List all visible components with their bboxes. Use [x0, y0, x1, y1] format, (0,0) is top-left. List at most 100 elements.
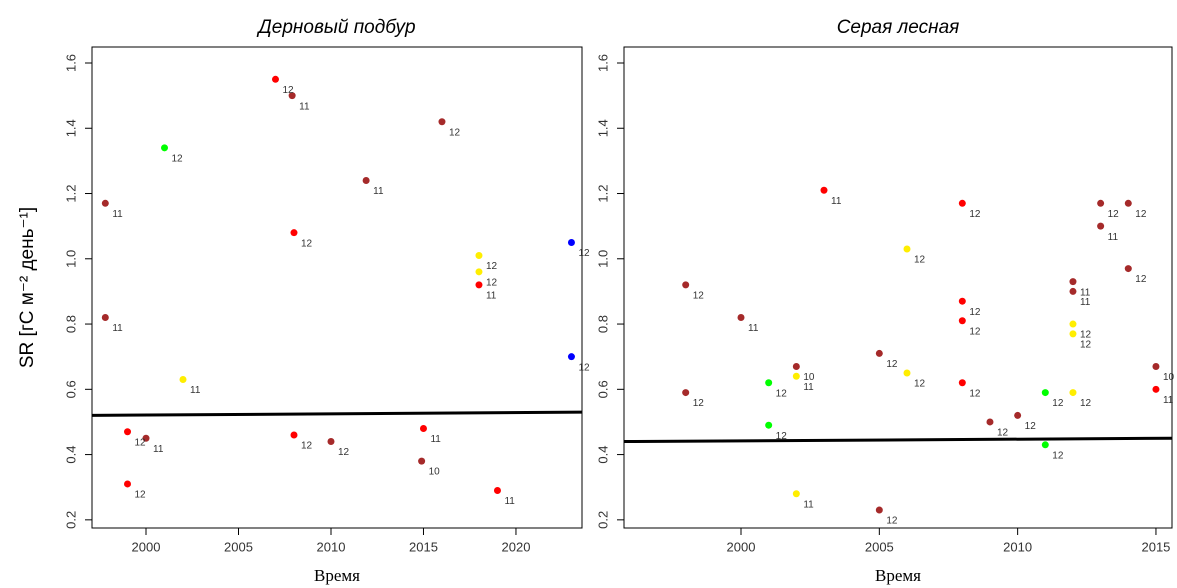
point	[475, 252, 483, 260]
point	[765, 421, 773, 429]
point	[958, 199, 966, 207]
point-label: 11	[1080, 297, 1091, 308]
point-label: 11	[430, 434, 441, 445]
point-label: 11	[112, 323, 123, 334]
y-tick-label: 0.8	[63, 315, 78, 333]
x-axis-label: Время	[314, 566, 360, 585]
point	[567, 238, 575, 246]
y-tick-label: 0.6	[595, 380, 610, 398]
x-tick-label: 2005	[865, 539, 894, 554]
point	[792, 372, 800, 380]
point	[1014, 411, 1022, 419]
point-label: 12	[969, 326, 981, 337]
point	[682, 389, 690, 397]
point-label: 11	[373, 186, 384, 197]
point-label: 12	[969, 307, 981, 318]
point-label: 12	[1135, 209, 1147, 220]
point-label: 11	[748, 323, 759, 334]
point	[419, 424, 427, 432]
point	[161, 144, 169, 152]
point	[765, 379, 773, 387]
point-label: 12	[578, 362, 590, 373]
point	[682, 281, 690, 289]
trend-line	[91, 410, 583, 417]
point-label: 12	[486, 277, 498, 288]
point-label: 12	[449, 127, 461, 138]
point	[958, 297, 966, 305]
y-tick-label: 1.6	[595, 54, 610, 72]
point-label: 12	[914, 255, 926, 266]
point-label: 12	[969, 388, 981, 399]
point-label: 10	[429, 467, 441, 478]
y-tick-label: 1.4	[63, 119, 78, 137]
point	[1069, 330, 1077, 338]
y-tick-label: 0.2	[63, 511, 78, 529]
point	[1124, 265, 1132, 273]
x-tick-label: 2020	[502, 539, 531, 554]
point	[903, 369, 911, 377]
point	[124, 480, 132, 488]
point-label: 12	[282, 85, 294, 96]
point-label: 10	[1163, 372, 1175, 383]
y-tick-label: 1.0	[595, 250, 610, 268]
point	[418, 457, 426, 465]
point-label: 11	[153, 444, 164, 455]
point-label: 12	[1080, 339, 1092, 350]
point-label: 12	[486, 261, 498, 272]
point	[362, 176, 370, 184]
point-label: 11	[299, 101, 310, 112]
point-label: 11	[803, 499, 814, 510]
point	[1152, 362, 1160, 370]
point	[1069, 278, 1077, 286]
y-tick-label: 1.2	[595, 184, 610, 202]
point	[737, 314, 745, 322]
point	[142, 434, 150, 442]
point-label: 12	[1052, 450, 1064, 461]
y-tick-label: 1.2	[63, 184, 78, 202]
x-tick-label: 2000	[132, 539, 161, 554]
point-label: 12	[886, 359, 898, 370]
point	[124, 428, 132, 436]
point	[792, 490, 800, 498]
plot-frame	[623, 46, 1173, 529]
point	[101, 314, 109, 322]
y-tick-label: 1.0	[63, 250, 78, 268]
point	[1069, 389, 1077, 397]
x-axis-label: Время	[875, 566, 921, 585]
point	[493, 486, 501, 494]
point	[327, 438, 335, 446]
point-label: 12	[578, 248, 590, 259]
point	[567, 353, 575, 361]
point-label: 12	[886, 516, 898, 527]
y-tick-label: 0.4	[595, 446, 610, 464]
y-tick-label: 1.4	[595, 119, 610, 137]
y-tick-label: 0.2	[595, 511, 610, 529]
point	[1124, 199, 1132, 207]
y-axis-label: SR [гС м⁻² день⁻¹]	[17, 207, 38, 368]
point-label: 11	[831, 196, 842, 207]
point-label: 12	[1080, 330, 1092, 341]
point-label: 12	[776, 431, 788, 442]
point	[1069, 287, 1077, 295]
point-label: 12	[1135, 274, 1147, 285]
point-label: 12	[1080, 398, 1092, 409]
point	[958, 379, 966, 387]
point	[875, 349, 883, 357]
point	[1041, 389, 1049, 397]
point-label: 12	[1052, 398, 1064, 409]
point	[1041, 441, 1049, 449]
x-tick-label: 2000	[727, 539, 756, 554]
point-label: 12	[693, 291, 705, 302]
point	[1097, 199, 1105, 207]
point	[475, 281, 483, 289]
point-label: 12	[338, 447, 350, 458]
point	[290, 229, 298, 237]
point-label: 12	[301, 238, 313, 249]
x-tick-label: 2010	[317, 539, 346, 554]
point	[1069, 320, 1077, 328]
point-label: 12	[135, 437, 147, 448]
point	[101, 199, 109, 207]
point-label: 12	[997, 428, 1009, 439]
